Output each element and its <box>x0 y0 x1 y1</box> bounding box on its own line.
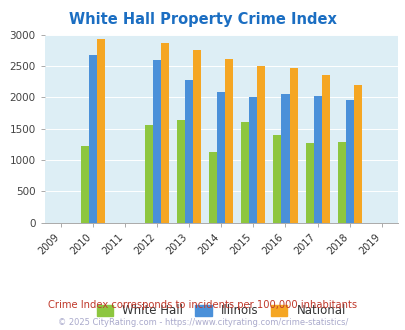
Bar <box>177 120 185 223</box>
Bar <box>209 152 217 223</box>
Bar <box>345 100 353 223</box>
Bar <box>337 142 345 223</box>
Bar <box>153 60 161 223</box>
Text: Crime Index corresponds to incidents per 100,000 inhabitants: Crime Index corresponds to incidents per… <box>48 300 357 310</box>
Bar <box>313 96 321 223</box>
Bar <box>81 146 89 223</box>
Bar <box>353 85 361 223</box>
Legend: White Hall, Illinois, National: White Hall, Illinois, National <box>92 300 350 322</box>
Bar <box>145 125 153 223</box>
Text: © 2025 CityRating.com - https://www.cityrating.com/crime-statistics/: © 2025 CityRating.com - https://www.city… <box>58 318 347 327</box>
Bar <box>321 75 329 223</box>
Bar <box>281 94 289 223</box>
Bar <box>89 55 97 223</box>
Bar <box>161 44 168 223</box>
Bar <box>273 135 281 223</box>
Text: White Hall Property Crime Index: White Hall Property Crime Index <box>69 12 336 26</box>
Bar <box>257 66 265 223</box>
Bar <box>217 92 225 223</box>
Bar <box>97 39 104 223</box>
Bar <box>225 59 233 223</box>
Bar <box>185 80 193 223</box>
Bar <box>193 50 201 223</box>
Bar <box>241 122 249 223</box>
Bar <box>249 97 257 223</box>
Bar <box>305 143 313 223</box>
Bar <box>289 68 297 223</box>
